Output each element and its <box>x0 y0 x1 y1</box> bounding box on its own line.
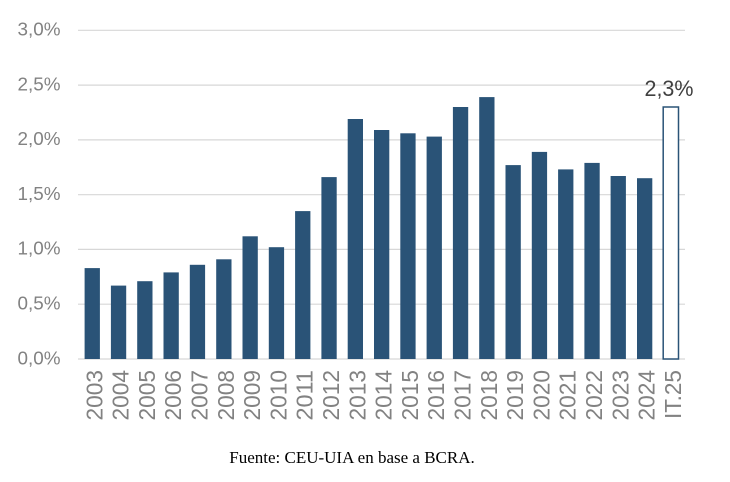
svg-text:2,5%: 2,5% <box>18 73 61 94</box>
svg-text:Fuente: CEU-UIA en base a BCRA: Fuente: CEU-UIA en base a BCRA. <box>229 448 475 467</box>
svg-text:2010: 2010 <box>265 370 291 421</box>
svg-text:2017: 2017 <box>450 370 476 421</box>
svg-text:2019: 2019 <box>502 370 528 421</box>
svg-text:2009: 2009 <box>239 370 265 421</box>
svg-text:2015: 2015 <box>397 370 423 421</box>
svg-text:2004: 2004 <box>108 370 134 421</box>
svg-text:2007: 2007 <box>187 370 213 421</box>
svg-text:2006: 2006 <box>160 370 186 421</box>
svg-text:2013: 2013 <box>344 370 370 421</box>
svg-text:1,5%: 1,5% <box>18 183 61 204</box>
svg-text:2003: 2003 <box>81 370 107 421</box>
svg-text:2022: 2022 <box>581 370 607 421</box>
svg-text:IT.25: IT.25 <box>660 370 686 419</box>
svg-text:2018: 2018 <box>476 370 502 421</box>
svg-text:1,0%: 1,0% <box>18 238 61 259</box>
svg-text:2023: 2023 <box>607 370 633 421</box>
svg-text:0,0%: 0,0% <box>18 347 61 368</box>
svg-text:2,0%: 2,0% <box>18 128 61 149</box>
svg-text:2020: 2020 <box>528 370 554 421</box>
svg-text:2021: 2021 <box>555 370 581 421</box>
svg-text:3,0%: 3,0% <box>18 19 61 40</box>
svg-text:2016: 2016 <box>423 370 449 421</box>
svg-text:2014: 2014 <box>371 370 397 421</box>
svg-text:2005: 2005 <box>134 370 160 421</box>
svg-text:2024: 2024 <box>634 370 660 421</box>
svg-text:2008: 2008 <box>213 370 239 421</box>
svg-text:2012: 2012 <box>318 370 344 421</box>
svg-text:2,3%: 2,3% <box>645 76 694 101</box>
svg-text:2011: 2011 <box>292 370 318 421</box>
svg-text:0,5%: 0,5% <box>18 293 61 314</box>
